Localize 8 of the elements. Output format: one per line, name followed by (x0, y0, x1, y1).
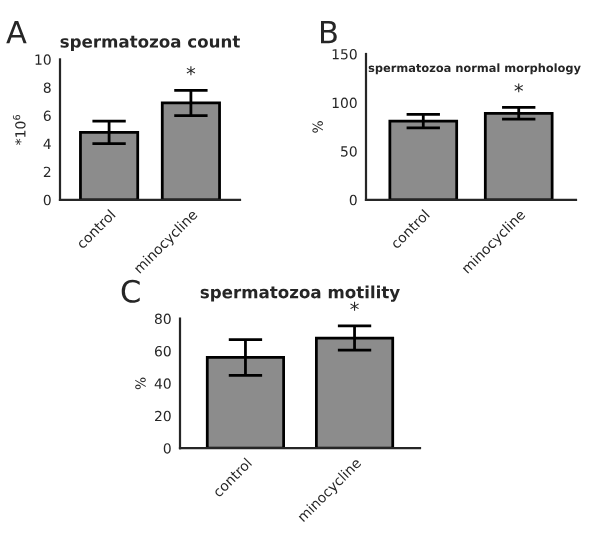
annotation: * (514, 83, 524, 93)
text: * (350, 301, 359, 311)
chart-title: spermatozoa motility (200, 285, 400, 302)
annotation: * (186, 66, 196, 76)
text: A (6, 20, 27, 44)
chart-title: spermatozoa count (60, 35, 240, 51)
text: C (121, 279, 140, 303)
text: B (321, 20, 337, 44)
